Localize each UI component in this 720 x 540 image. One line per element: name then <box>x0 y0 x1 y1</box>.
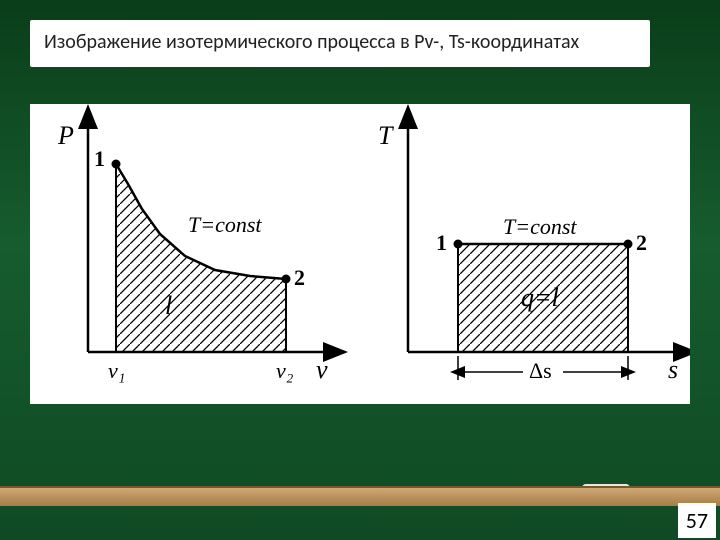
pv-y-label: P <box>57 121 74 150</box>
pv-point-2 <box>282 275 291 284</box>
pv-v2-tick: v₂ <box>276 358 294 383</box>
ts-point1-label: 1 <box>436 230 447 255</box>
ts-curve-label: T=const <box>503 214 577 239</box>
figure-area: P v 1 2 T=const l v₁ v₂ <box>30 104 690 404</box>
pv-point-1 <box>112 160 121 169</box>
pv-area-label: l <box>165 291 172 320</box>
pv-point2-label: 2 <box>294 265 305 290</box>
diagram-svg: P v 1 2 T=const l v₁ v₂ <box>30 104 690 404</box>
pv-x-label: v <box>316 355 328 384</box>
pv-hatched-area <box>116 164 286 352</box>
ts-delta-label: Δs <box>529 358 552 383</box>
ts-area-label: q=l <box>521 283 559 312</box>
pv-chart: P v 1 2 T=const l v₁ v₂ <box>57 121 328 384</box>
pv-v1-tick: v₁ <box>108 358 125 383</box>
ts-point-1 <box>454 240 463 249</box>
page-number: 57 <box>678 503 716 538</box>
pv-point1-label: 1 <box>94 146 105 171</box>
pv-curve-label: T=const <box>188 212 262 237</box>
slide-root: Изображение изотермического процесса в P… <box>0 0 720 540</box>
ts-y-label: T <box>378 121 394 150</box>
slide-title: Изображение изотермического процесса в P… <box>44 30 636 55</box>
ts-x-label: s <box>668 355 678 384</box>
ts-chart: T s 1 2 T=const q=l Δs <box>378 121 678 384</box>
ts-point2-label: 2 <box>636 230 647 255</box>
ts-point-2 <box>624 240 633 249</box>
title-box: Изображение изотермического процесса в P… <box>30 20 650 67</box>
chalk-tray <box>0 486 720 506</box>
